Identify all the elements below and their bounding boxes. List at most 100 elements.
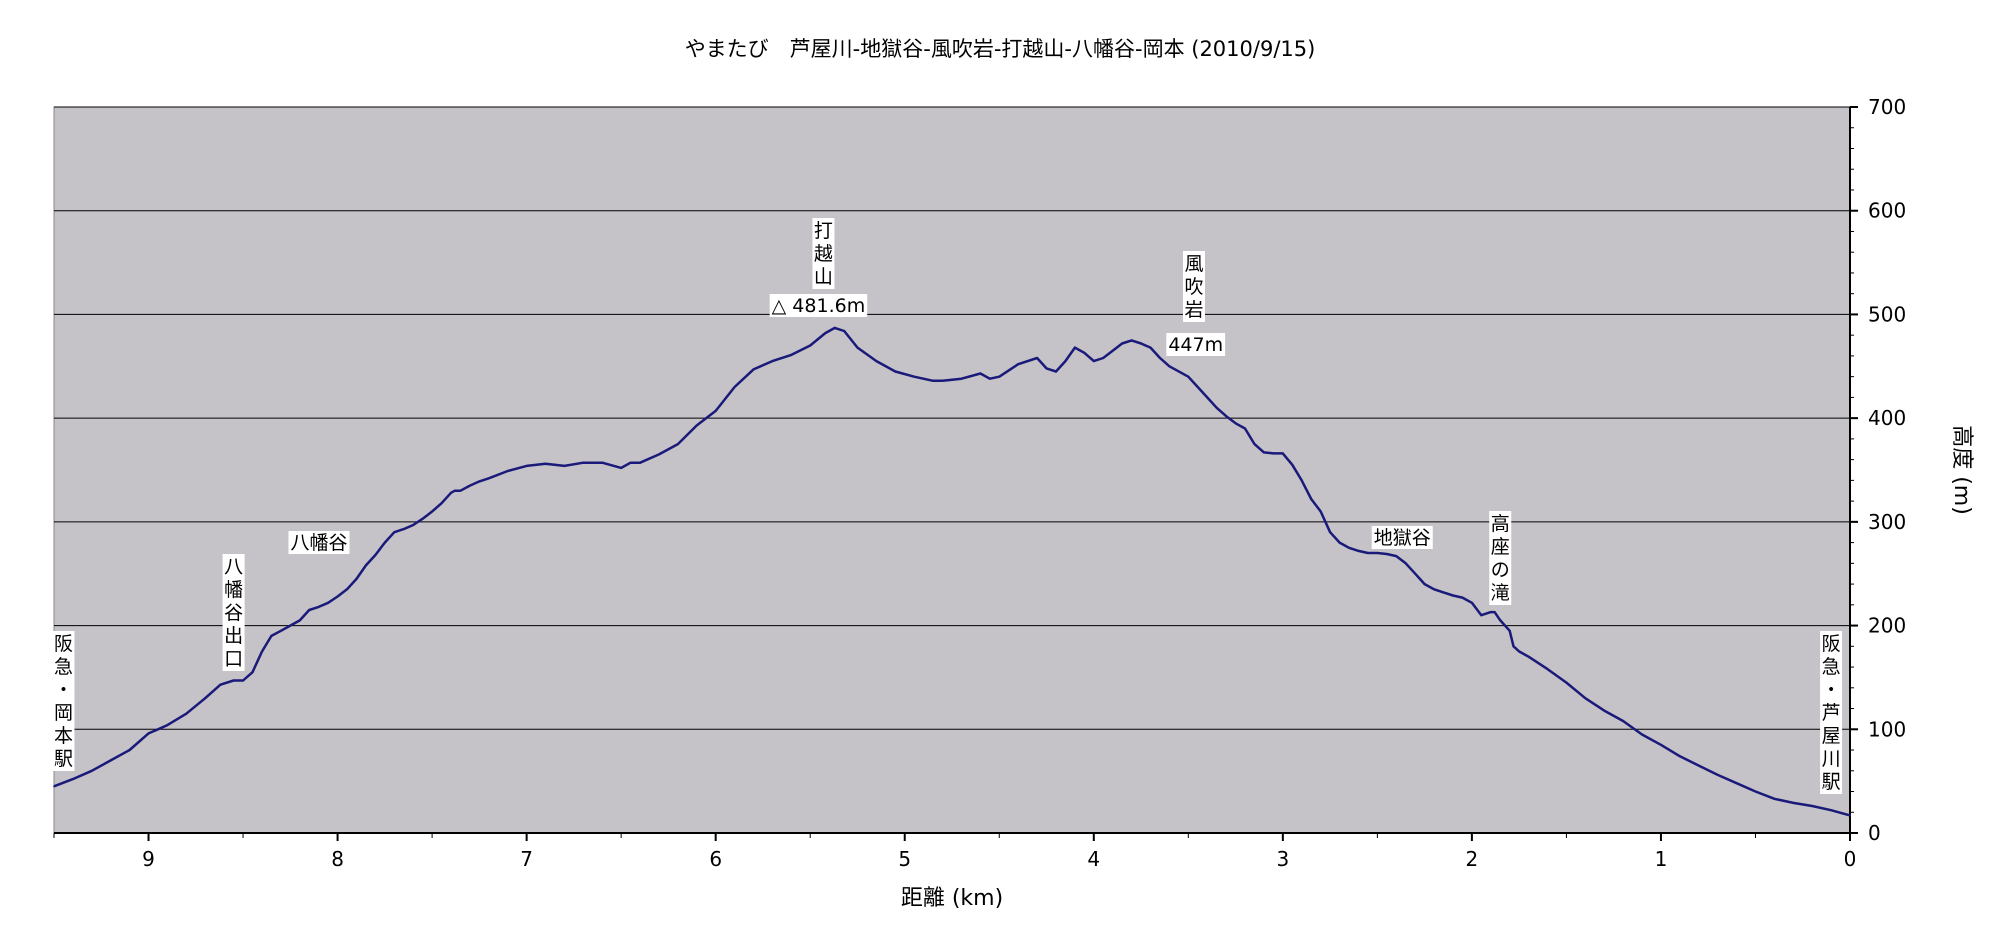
data-point — [478, 480, 481, 483]
annotation-char: 出 — [224, 625, 243, 647]
data-point — [960, 377, 963, 380]
annotation-text: 447m — [1168, 334, 1223, 356]
data-point — [1386, 553, 1388, 555]
data-point — [1282, 452, 1284, 455]
data-point — [1423, 583, 1426, 585]
data-point — [402, 528, 405, 530]
data-point — [913, 375, 915, 378]
data-point — [506, 470, 509, 472]
data-point — [932, 380, 934, 382]
data-point — [1367, 552, 1369, 554]
data-point — [1263, 451, 1265, 454]
y-tick-label-400: 400 — [1868, 406, 1906, 430]
annotation-char: の — [1491, 559, 1510, 581]
data-point — [1641, 733, 1643, 736]
annotation-5: 風吹岩 — [1182, 251, 1205, 322]
annotation-char: 吹 — [1184, 276, 1203, 298]
data-point — [147, 732, 150, 735]
data-point — [790, 354, 793, 356]
data-point — [1508, 629, 1511, 632]
data-point — [998, 375, 1001, 378]
data-point — [1121, 342, 1123, 345]
x-tick-label-2: 2 — [1466, 847, 1479, 871]
annotation-0: 阪急・岡本駅 — [52, 631, 75, 771]
data-point — [1045, 367, 1048, 370]
data-point — [1442, 591, 1445, 594]
data-point — [336, 595, 339, 598]
annotation-char: 幡 — [224, 579, 243, 601]
data-point — [219, 683, 222, 686]
annotation-char: 芦 — [1822, 702, 1841, 724]
data-point — [843, 330, 846, 332]
data-point — [1225, 415, 1227, 417]
annotation-char: 座 — [1491, 536, 1510, 558]
data-point — [714, 410, 717, 412]
annotation-char: 岩 — [1184, 299, 1203, 321]
data-point — [1493, 611, 1496, 613]
data-point — [1433, 588, 1435, 591]
data-point — [128, 749, 131, 751]
data-point — [251, 671, 254, 674]
annotation-char: 阪 — [1822, 633, 1841, 655]
chart-title: やまたび 芦屋川-地獄谷-風吹岩-打越山-八幡谷-岡本 (2010/9/15) — [685, 37, 1316, 61]
data-point — [1083, 352, 1086, 354]
annotation-char: ・ — [54, 679, 73, 701]
data-point — [1357, 550, 1360, 552]
data-point — [601, 461, 604, 464]
data-point — [833, 327, 836, 329]
data-point — [563, 465, 566, 467]
data-point — [166, 724, 169, 726]
annotation-char: 風 — [1184, 253, 1203, 275]
data-point — [677, 443, 679, 445]
data-point — [875, 360, 878, 362]
data-point — [393, 531, 396, 534]
data-point — [941, 380, 944, 382]
data-point — [733, 386, 736, 388]
data-point — [1074, 346, 1076, 349]
data-point — [204, 697, 207, 699]
data-point — [327, 601, 329, 604]
data-point — [1291, 464, 1294, 466]
data-point — [1272, 452, 1275, 455]
data-point — [459, 489, 462, 492]
data-point — [1187, 375, 1190, 378]
data-point — [91, 769, 93, 772]
data-point — [488, 477, 490, 480]
annotation-char: 駅 — [54, 748, 73, 770]
data-point — [261, 650, 263, 653]
data-point — [232, 679, 235, 682]
data-point — [1754, 790, 1757, 793]
data-point — [1490, 611, 1492, 613]
data-point — [431, 510, 433, 513]
annotation-char: 急 — [1822, 656, 1841, 678]
data-point — [1527, 655, 1530, 658]
data-point — [1244, 427, 1246, 430]
data-point — [157, 728, 159, 731]
plot-area — [53, 106, 1851, 834]
data-point — [242, 679, 244, 682]
data-point — [280, 629, 282, 632]
x-tick-label-9: 9 — [142, 847, 155, 871]
data-point — [1792, 802, 1795, 804]
data-point — [1149, 346, 1152, 349]
data-point — [824, 332, 827, 334]
annotation-char: 駅 — [1822, 771, 1841, 793]
data-point — [582, 461, 585, 464]
annotation-char: 八 — [224, 556, 243, 578]
data-point — [450, 492, 452, 494]
annotation-text: 地獄谷 — [1374, 527, 1431, 549]
data-point — [979, 372, 982, 375]
data-point — [1660, 744, 1662, 746]
data-point — [1310, 498, 1312, 500]
annotation-4: △ 481.6m — [769, 294, 868, 317]
data-point — [1215, 406, 1218, 409]
data-point — [1518, 650, 1520, 653]
x-tick-label-6: 6 — [709, 847, 722, 871]
data-point — [752, 368, 755, 371]
data-point — [1512, 645, 1515, 648]
data-point — [856, 346, 859, 349]
annotation-char: 谷 — [224, 602, 243, 624]
annotation-char: 急 — [54, 656, 73, 678]
data-point — [1159, 357, 1161, 359]
data-point — [1697, 764, 1700, 767]
